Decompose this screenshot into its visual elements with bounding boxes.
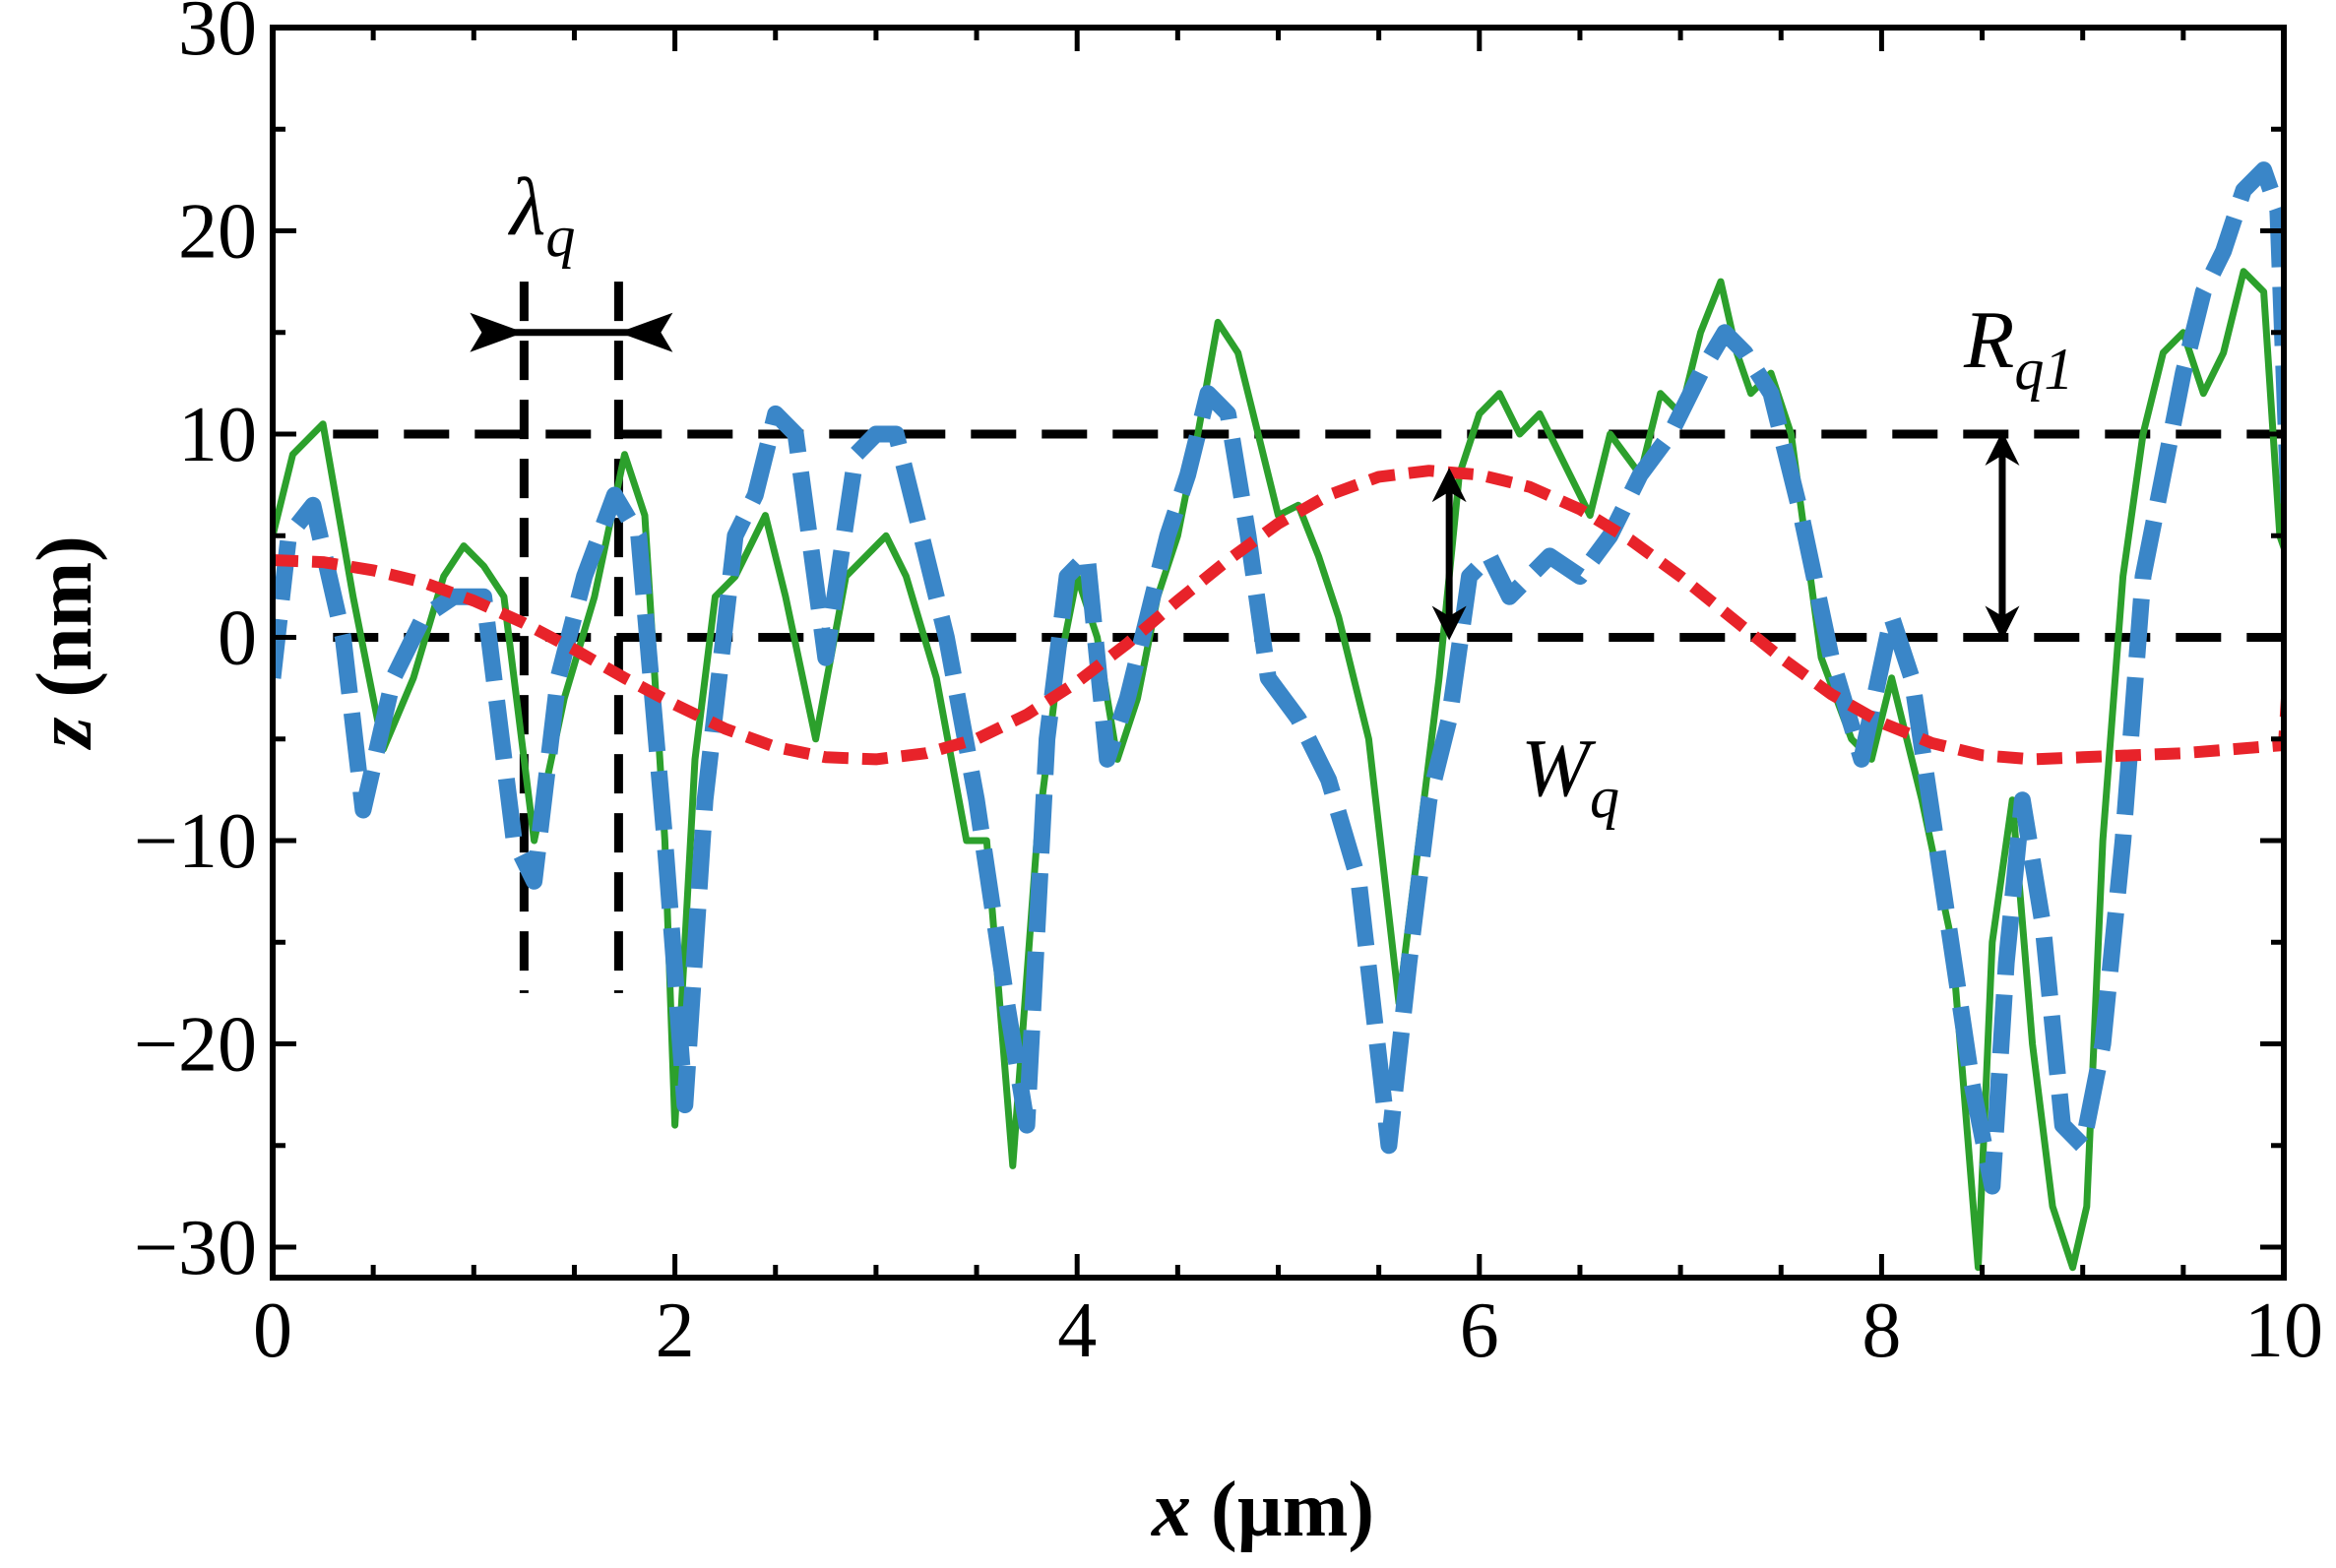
data-series [273, 161, 2284, 1272]
y-tick-label: −20 [134, 1002, 257, 1089]
lambda-q-label: λq [507, 161, 575, 269]
x-tick-label: 8 [1862, 1287, 1901, 1374]
x-tick-label: 6 [1460, 1287, 1499, 1374]
series-line-short-dash [273, 465, 2284, 766]
y-tick-label: 0 [218, 596, 257, 682]
y-axis-title: z (nm) [22, 535, 108, 751]
tick-labels: 0 2 4 6 8 10 −30 −20 −10 0 10 20 30 [134, 0, 2323, 1374]
reference-lines [333, 282, 2284, 993]
x-tick-label: 10 [2244, 1287, 2323, 1374]
tick-marks [270, 25, 2287, 1278]
x-tick-label: 4 [1057, 1287, 1097, 1374]
lambda-arrowhead-right [618, 312, 673, 352]
series-line-dashed [273, 161, 2284, 1195]
y-tick-label: −30 [134, 1205, 257, 1291]
x-axis-title: x (µm) [1151, 1467, 1374, 1553]
wq-label: Wq [1521, 722, 1619, 830]
rq1-label: Rq1 [1963, 294, 2073, 402]
lambda-arrowhead-left [470, 312, 525, 352]
annotation-markers [470, 312, 2020, 641]
y-tick-label: −10 [134, 798, 257, 885]
x-tick-label: 0 [253, 1287, 292, 1374]
y-tick-label: 10 [178, 392, 257, 478]
x-tick-label: 2 [656, 1287, 695, 1374]
y-tick-label: 30 [178, 0, 257, 72]
y-tick-label: 20 [178, 189, 257, 276]
